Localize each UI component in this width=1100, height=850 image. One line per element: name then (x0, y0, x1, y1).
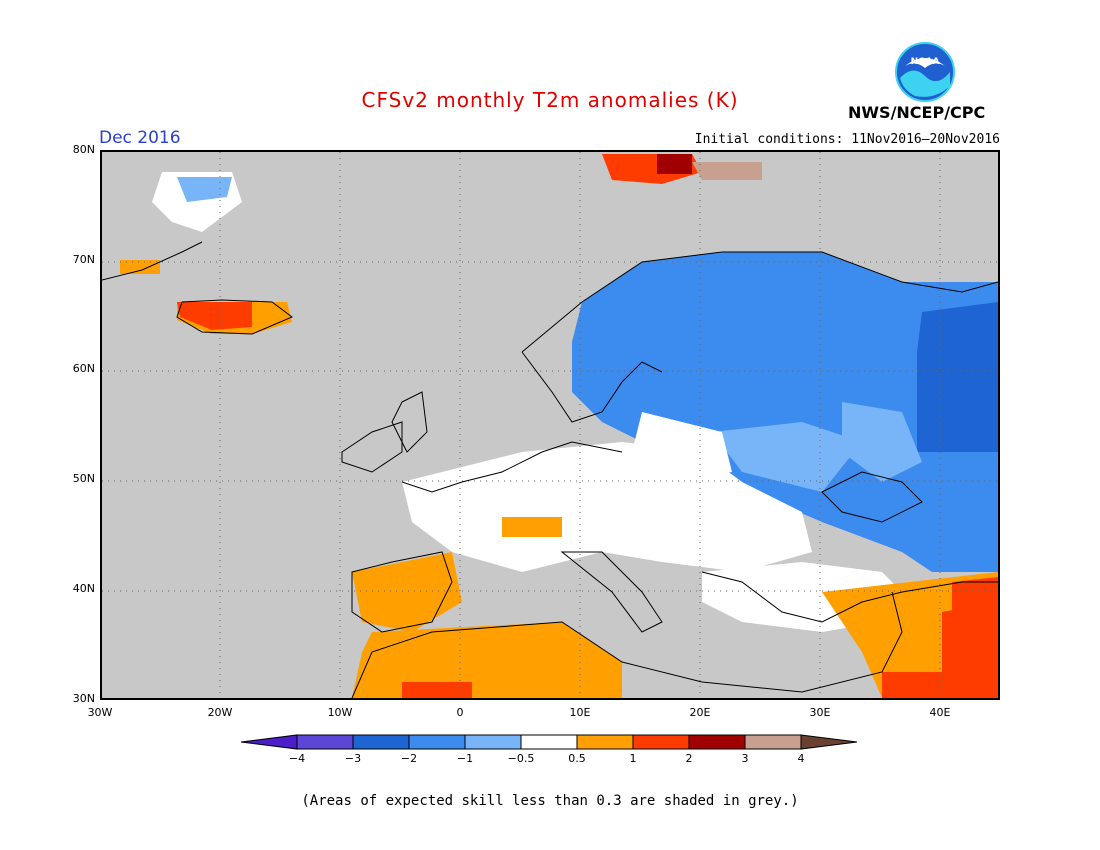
initial-conditions: Initial conditions: 11Nov2016–20Nov2016 (694, 132, 1000, 147)
colorbar-cell (800, 734, 858, 750)
lat-label: 70N (72, 253, 95, 266)
colorbar-cell (352, 734, 410, 750)
lon-label: 20E (689, 706, 711, 719)
colorbar-label: −0.5 (507, 752, 535, 765)
colorbar-cell (464, 734, 522, 750)
colorbar-label: −3 (344, 752, 362, 765)
lat-label: 50N (72, 472, 95, 485)
lon-label: 20W (207, 706, 233, 719)
lat-lon-grid (102, 152, 998, 698)
forecast-period: Dec 2016 (99, 128, 181, 148)
colorbar-label: −4 (288, 752, 306, 765)
colorbar-cell (520, 734, 578, 750)
colorbar-label: 3 (741, 752, 749, 765)
colorbar-label: −2 (400, 752, 418, 765)
colorbar-cell (408, 734, 466, 750)
colorbar-cell (240, 734, 298, 750)
skill-footnote: (Areas of expected skill less than 0.3 a… (301, 793, 799, 809)
lon-label: 40E (929, 706, 951, 719)
colorbar-label: 2 (685, 752, 693, 765)
chart-title: CFSv2 monthly T2m anomalies (K) (361, 88, 739, 112)
lat-label: 80N (72, 143, 95, 156)
anomaly-map (100, 150, 1000, 700)
svg-text:NOAA: NOAA (911, 57, 940, 67)
colorbar-cell (744, 734, 802, 750)
lat-label: 30N (72, 692, 95, 705)
lon-label: 10W (327, 706, 353, 719)
colorbar (240, 734, 858, 750)
colorbar-cell (576, 734, 634, 750)
coastlines (102, 241, 998, 698)
colorbar-label: 0.5 (568, 752, 586, 765)
colorbar-label: 1 (629, 752, 637, 765)
anomaly-patches (120, 154, 998, 698)
lon-label: 30E (809, 706, 831, 719)
colorbar-cell (688, 734, 746, 750)
lat-label: 60N (72, 362, 95, 375)
lon-label: 30W (87, 706, 113, 719)
map-canvas (102, 152, 998, 698)
colorbar-cell (632, 734, 690, 750)
lon-label: 0 (456, 706, 464, 719)
lon-label: 10E (569, 706, 591, 719)
colorbar-cell (296, 734, 354, 750)
lat-label: 40N (72, 582, 95, 595)
agency-label: NWS/NCEP/CPC (848, 103, 986, 122)
colorbar-label: −1 (456, 752, 474, 765)
colorbar-label: 4 (797, 752, 805, 765)
noaa-logo-icon: NOAA (895, 42, 955, 102)
